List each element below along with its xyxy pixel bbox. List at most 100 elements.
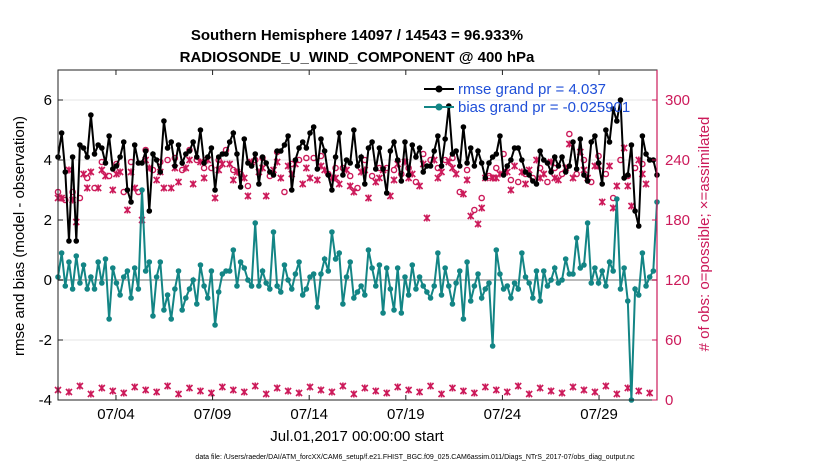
- bias-point: [241, 265, 248, 271]
- bias-point: [168, 316, 175, 322]
- rmse-point: [150, 151, 156, 157]
- obs-assimilated-marker: [521, 180, 530, 188]
- rmse-point: [551, 154, 558, 160]
- rmse-point: [325, 172, 332, 178]
- rmse-point: [252, 151, 259, 157]
- obs-low-count-marker: [383, 389, 391, 397]
- bias-point: [204, 295, 211, 301]
- bias-point: [610, 268, 616, 274]
- obs-assimilated-marker: [437, 168, 446, 176]
- bias-point: [639, 250, 646, 256]
- rmse-point: [544, 160, 551, 166]
- bias-point: [548, 277, 554, 283]
- obs-low-count-marker: [98, 384, 106, 392]
- bias-point: [179, 307, 185, 313]
- bias-point: [453, 280, 459, 286]
- rmse-point: [504, 163, 511, 169]
- obs-assimilated-marker: [299, 180, 307, 188]
- rmse-point: [416, 145, 423, 151]
- obs-low-count-marker: [613, 390, 621, 398]
- bias-point: [131, 265, 138, 271]
- bias-point: [508, 295, 514, 301]
- rmse-point: [358, 154, 364, 160]
- rmse-point: [204, 154, 211, 160]
- obs-assimilated-marker: [642, 180, 650, 188]
- bias-point: [77, 280, 83, 286]
- bias-point: [526, 280, 532, 286]
- bias-point: [486, 280, 492, 286]
- obs-low-count-marker: [624, 384, 632, 392]
- rmse-point: [643, 151, 649, 157]
- rmse-point: [438, 163, 445, 169]
- bias-point: [617, 286, 624, 292]
- obs-assimilated-marker: [153, 176, 161, 184]
- rmse-point: [318, 136, 324, 142]
- bias-point: [190, 277, 196, 283]
- bias-point: [573, 235, 580, 241]
- rmse-point: [124, 187, 131, 193]
- rmse-point: [435, 133, 441, 139]
- rmse-point: [230, 130, 237, 136]
- rmse-point: [314, 166, 321, 172]
- obs-assimilated-marker: [452, 170, 460, 178]
- obs-low-count-marker: [558, 389, 566, 397]
- rmse-point: [376, 145, 383, 151]
- rmse-point: [120, 139, 127, 145]
- rmse-point: [599, 181, 606, 187]
- rmse-point: [391, 139, 397, 145]
- rmse-point: [398, 178, 405, 184]
- right-tick-label: 120: [665, 272, 690, 289]
- bias-point: [464, 259, 470, 265]
- obs-low-count-marker: [218, 383, 226, 391]
- obs-low-count-marker: [635, 387, 643, 395]
- obs-assimilated-marker: [624, 182, 632, 190]
- bias-point: [537, 298, 543, 304]
- bias-point: [230, 247, 237, 253]
- left-tick-label: 6: [44, 92, 52, 109]
- bias-point: [431, 283, 438, 289]
- bias-point: [120, 274, 127, 280]
- bias-point: [212, 322, 218, 328]
- obs-low-count-marker: [503, 388, 511, 396]
- bias-point: [413, 286, 419, 292]
- bias-point: [256, 283, 262, 289]
- obs-possible-marker: [83, 174, 91, 182]
- bias-point: [84, 286, 91, 292]
- obs-assimilated-marker: [306, 174, 314, 182]
- bias-point: [58, 250, 65, 256]
- bias-point: [533, 268, 540, 274]
- obs-assimilated-marker: [262, 192, 270, 200]
- right-axis-ticks: 0 60 120 180 240 300: [652, 70, 690, 409]
- obs-possible-marker: [580, 156, 588, 164]
- bias-point: [584, 220, 591, 226]
- obs-low-count-marker: [284, 387, 292, 395]
- bias-point: [456, 268, 463, 274]
- rmse-point: [533, 181, 540, 187]
- rmse-point: [413, 154, 419, 160]
- rmse-series-markers: [55, 97, 660, 244]
- obs-possible-marker: [390, 166, 398, 174]
- obs-low-count-marker: [646, 389, 654, 397]
- obs-count-markers: [54, 130, 654, 398]
- rmse-point: [588, 139, 595, 145]
- bias-point: [237, 259, 244, 265]
- obs-low-count-marker: [76, 382, 84, 390]
- obs-low-count-marker: [273, 384, 281, 392]
- obs-low-count-marker: [240, 388, 248, 396]
- rmse-point: [208, 145, 215, 151]
- bias-point: [449, 301, 456, 307]
- bias-point: [497, 271, 503, 277]
- obs-low-count-marker: [229, 386, 237, 394]
- obs-assimilated-marker: [200, 174, 208, 182]
- rmse-point: [307, 130, 313, 136]
- x-tick-label: 07/19: [387, 406, 425, 423]
- rmse-point: [226, 139, 233, 145]
- bias-point: [624, 298, 631, 304]
- x-tick-label: 07/04: [97, 406, 135, 423]
- bias-point: [442, 265, 448, 271]
- obs-possible-marker: [507, 176, 515, 184]
- bias-point: [142, 268, 149, 274]
- right-tick-label: 60: [665, 332, 682, 349]
- bias-point: [183, 295, 189, 301]
- bias-point: [420, 283, 427, 289]
